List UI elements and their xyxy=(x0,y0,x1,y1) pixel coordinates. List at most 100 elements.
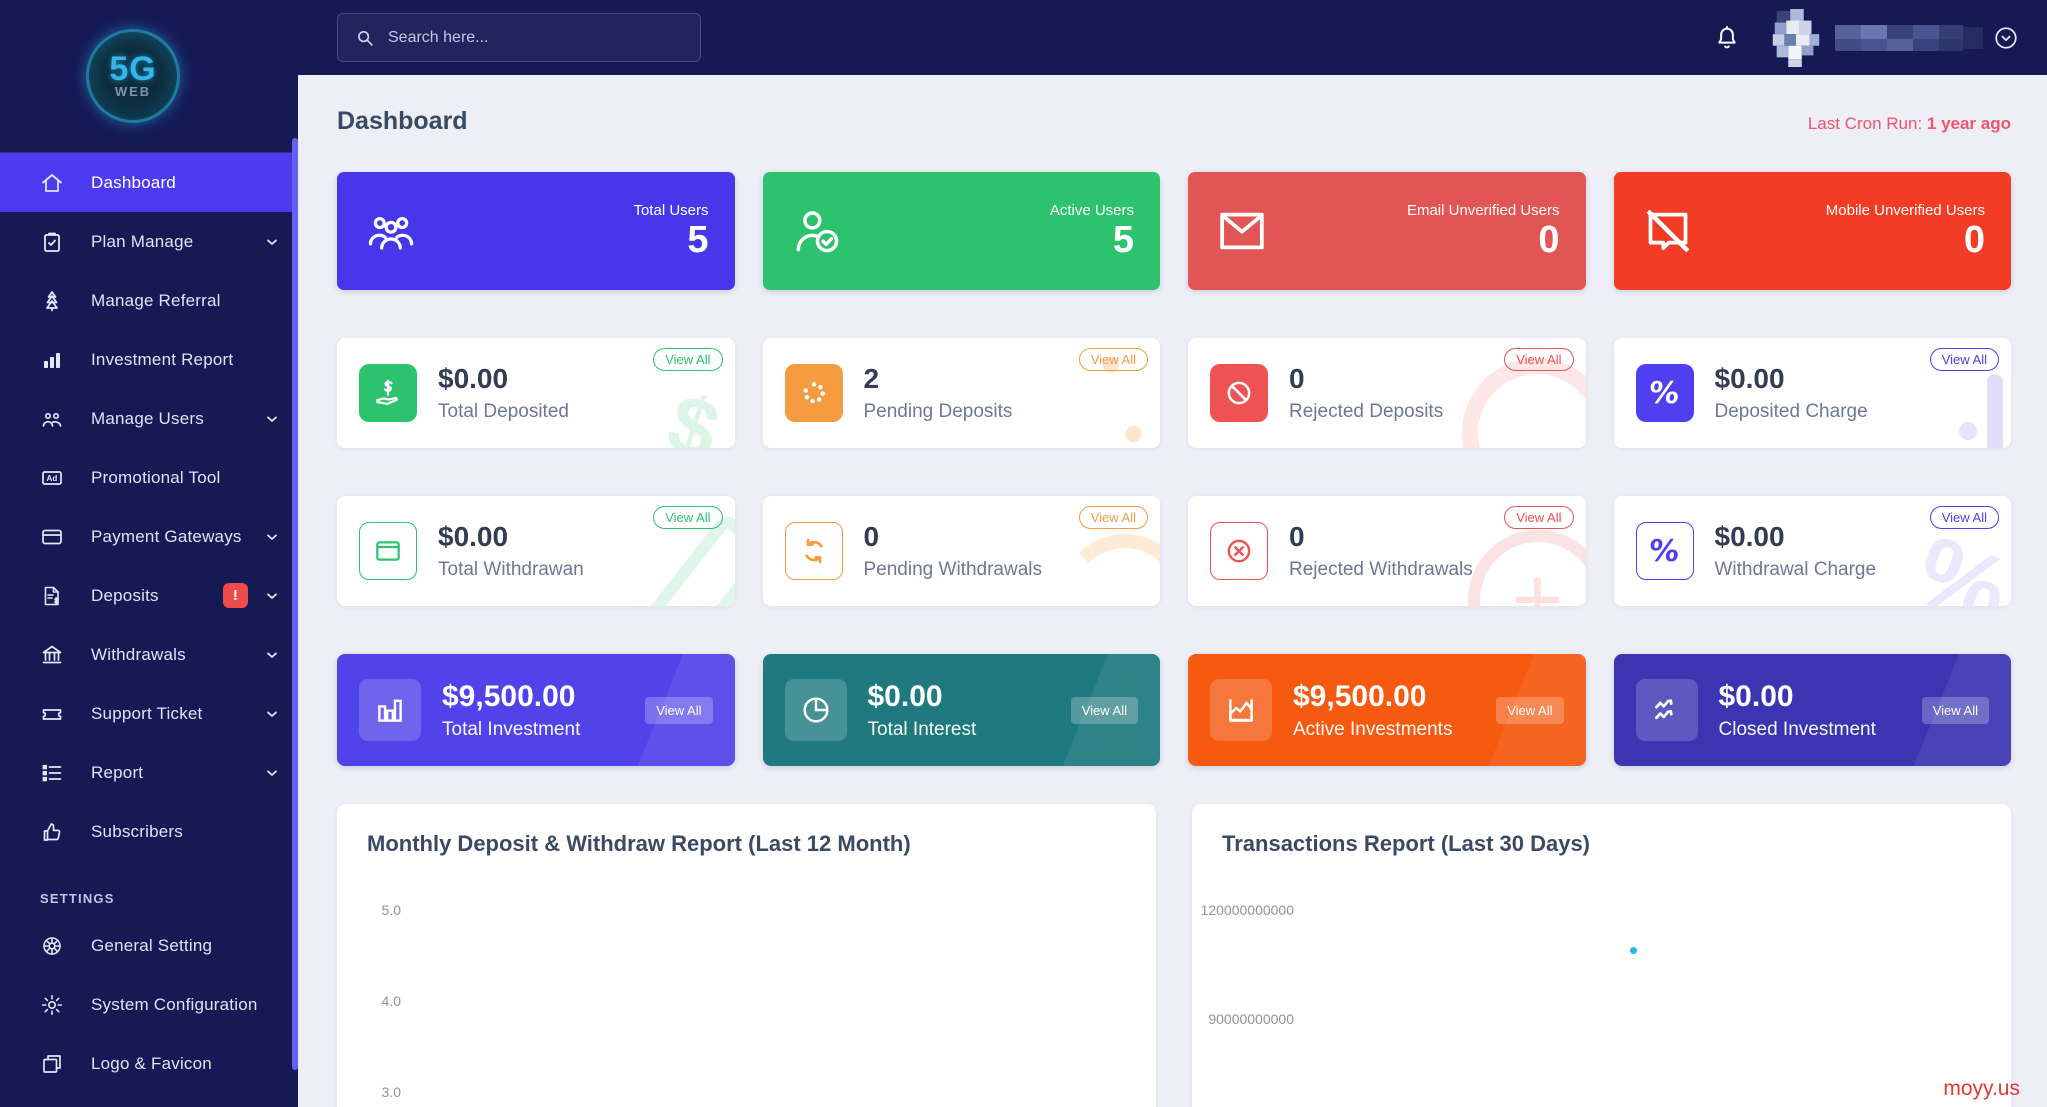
card-closed-investment: $0.00 Closed Investment View All xyxy=(1613,654,2011,766)
brand-line2: WEB xyxy=(114,83,152,99)
view-all-button[interactable]: View All xyxy=(1078,348,1148,371)
stat-label: Email Unverified Users xyxy=(1406,201,1560,219)
y-tick: 5.0 xyxy=(381,902,401,918)
deposits-alert-badge: ! xyxy=(223,583,248,608)
card-total-users: Total Users 5 xyxy=(337,172,735,290)
ad-banner-icon: Ad xyxy=(42,470,62,485)
sidebar-item-label: System Configuration xyxy=(91,994,258,1014)
stat-value: 5 xyxy=(687,218,709,261)
users-group-icon xyxy=(368,217,414,250)
search-input[interactable] xyxy=(388,28,684,47)
sidebar-item-label: Subscribers xyxy=(91,821,183,841)
search-box[interactable] xyxy=(337,13,701,62)
sidebar-item-support-ticket[interactable]: Support Ticket xyxy=(0,684,298,743)
card-email-unverified: Email Unverified Users 0 xyxy=(1188,172,1586,290)
card-value: 0 xyxy=(863,521,880,552)
page-header: Dashboard Last Cron Run: 1 year ago xyxy=(337,107,2011,136)
sidebar-item-label: Manage Referral xyxy=(91,290,221,310)
sidebar-item-plan-manage[interactable]: Plan Manage xyxy=(0,212,298,271)
card-label: Pending Withdrawals xyxy=(863,559,1042,580)
chevron-down-icon xyxy=(267,651,277,658)
invest-cards-row: $9,500.00 Total Investment View All $0.0… xyxy=(337,654,2011,766)
view-all-button[interactable]: View All xyxy=(1929,506,1999,529)
card-rejected-deposits: 0 Rejected Deposits View All xyxy=(1188,338,1586,448)
sidebar-item-label: Payment Gateways xyxy=(91,526,242,546)
watermark-arrow xyxy=(1060,534,1160,606)
card-pending-withdrawals: 0 Pending Withdrawals View All xyxy=(762,496,1160,606)
stat-cards-row: Total Users 5 Active Users 5 Email Unver… xyxy=(337,172,2011,290)
brand-logo: 5G WEB xyxy=(86,29,180,123)
ticket-icon xyxy=(42,708,62,720)
sidebar-item-subscribers[interactable]: Subscribers xyxy=(0,802,298,861)
logo-wrap[interactable]: 5G WEB xyxy=(0,0,298,152)
sidebar-item-promotional-tool[interactable]: Ad Promotional Tool xyxy=(0,448,298,507)
view-all-button[interactable]: View All xyxy=(1504,506,1574,529)
percent-outline-icon: % xyxy=(1635,522,1694,580)
card-total-investment: $9,500.00 Total Investment View All xyxy=(337,654,735,766)
sidebar-item-investment-report[interactable]: Investment Report xyxy=(0,330,298,389)
sidebar-item-system-configuration[interactable]: System Configuration xyxy=(0,975,298,1034)
card-mobile-unverified: Mobile Unverified Users 0 xyxy=(1613,172,2011,290)
view-all-button[interactable]: View All xyxy=(1078,506,1148,529)
sidebar-section-settings: SETTINGS xyxy=(40,891,115,906)
sidebar-item-label: Promotional Tool xyxy=(91,467,221,487)
card-value: $0.00 xyxy=(1718,679,1794,713)
users-icon xyxy=(42,412,62,427)
chevron-down-circle-icon[interactable] xyxy=(1993,25,2019,51)
chevron-down-icon xyxy=(267,769,277,776)
card-value: $0.00 xyxy=(1714,363,1785,394)
notification-bell-icon[interactable] xyxy=(1713,24,1741,52)
y-tick: 120000000000 xyxy=(1200,902,1294,918)
percent-icon: % xyxy=(1635,364,1694,422)
view-all-button[interactable]: View All xyxy=(645,696,713,724)
watermark-plus-circle: + xyxy=(1467,530,1586,606)
sidebar-item-label: Dashboard xyxy=(91,172,176,192)
sidebar-item-manage-referral[interactable]: Manage Referral xyxy=(0,271,298,330)
y-tick: 3.0 xyxy=(381,1084,401,1100)
card-label: Deposited Charge xyxy=(1714,401,1868,422)
data-point xyxy=(1630,947,1637,954)
sidebar-item-logo-favicon[interactable]: Logo & Favicon xyxy=(0,1034,298,1093)
user-menu[interactable] xyxy=(1767,8,2019,67)
spinner-icon xyxy=(784,364,843,422)
sidebar-item-manage-users[interactable]: Manage Users xyxy=(0,389,298,448)
sidebar-item-label: Support Ticket xyxy=(91,703,203,723)
sidebar-item-dashboard[interactable]: Dashboard xyxy=(0,153,298,212)
view-all-button[interactable]: View All xyxy=(1070,696,1138,724)
sidebar-item-label: Manage Users xyxy=(91,408,204,428)
pie-chart-icon xyxy=(784,679,847,741)
view-all-button[interactable]: View All xyxy=(1496,696,1564,724)
card-pending-deposits: 2 Pending Deposits View All • • xyxy=(762,338,1160,448)
stat-label: Mobile Unverified Users xyxy=(1825,201,1985,219)
cron-value: 1 year ago xyxy=(1926,114,2011,133)
sidebar-item-general-setting[interactable]: General Setting xyxy=(0,916,298,975)
card-value: $0.00 xyxy=(438,521,509,552)
card-active-users: Active Users 5 xyxy=(762,172,1160,290)
ban-icon xyxy=(1210,364,1268,422)
view-all-button[interactable]: View All xyxy=(653,506,723,529)
view-all-button[interactable]: View All xyxy=(1929,348,1999,371)
sidebar-scrollbar[interactable] xyxy=(292,138,298,1070)
sidebar-item-report[interactable]: Report xyxy=(0,743,298,802)
waves-icon xyxy=(1635,679,1698,741)
sidebar-item-withdrawals[interactable]: Withdrawals xyxy=(0,625,298,684)
watermark-bar xyxy=(1987,374,2003,448)
chevron-down-icon xyxy=(267,710,277,717)
sidebar-item-deposits[interactable]: Deposits ! xyxy=(0,566,298,625)
card-value: $0.00 xyxy=(1714,521,1785,552)
card-label: Withdrawal Charge xyxy=(1714,559,1877,580)
chevron-down-icon xyxy=(267,592,277,599)
cron-status: Last Cron Run: 1 year ago xyxy=(1808,114,2011,134)
site-watermark: moyy.us xyxy=(1943,1077,2020,1100)
sidebar-item-payment-gateways[interactable]: Payment Gateways xyxy=(0,507,298,566)
gear-icon xyxy=(42,994,62,1015)
view-all-button[interactable]: View All xyxy=(1504,348,1574,371)
bank-icon xyxy=(42,645,62,663)
card-label: Total Investment xyxy=(442,718,581,740)
thumbs-up-icon xyxy=(43,822,61,841)
stat-label: Total Users xyxy=(633,201,709,219)
cron-label: Last Cron Run: xyxy=(1807,114,1927,133)
view-all-button[interactable]: View All xyxy=(653,348,723,371)
view-all-button[interactable]: View All xyxy=(1921,696,1989,724)
page-title: Dashboard xyxy=(337,107,468,135)
